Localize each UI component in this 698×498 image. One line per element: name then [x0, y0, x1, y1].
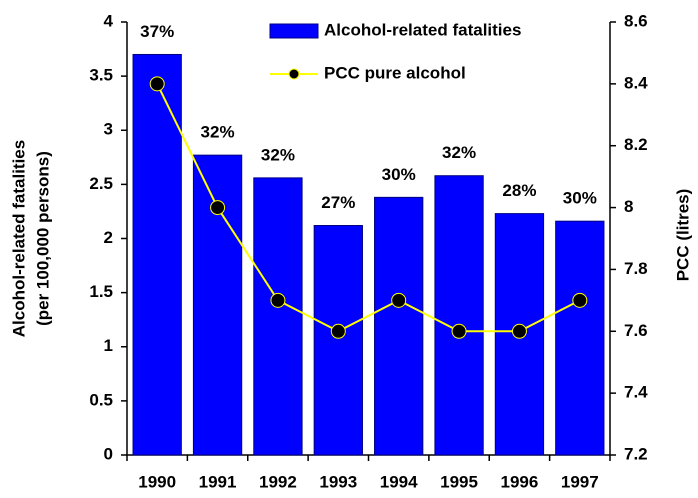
y2-tick-label: 7.8 — [624, 259, 648, 278]
line-marker — [451, 323, 467, 339]
y2-tick-label: 8 — [624, 197, 633, 216]
y-tick-label: 2.5 — [89, 174, 113, 193]
x-tick-label: 1990 — [138, 472, 176, 491]
y-axis-title: Alcohol-related fatalities — [9, 140, 28, 337]
y-tick-label: 2 — [104, 228, 113, 247]
y-tick-label: 0.5 — [89, 390, 113, 409]
bar-annotation: 27% — [321, 193, 355, 212]
bar — [374, 196, 424, 456]
y-tick-label: 1.5 — [89, 282, 113, 301]
bar-annotation: 28% — [502, 181, 536, 200]
line-marker — [149, 76, 165, 92]
bar — [253, 177, 303, 456]
y2-tick-label: 7.4 — [624, 383, 648, 402]
y2-axis-title: PCC (litres) — [673, 189, 692, 282]
y-tick-label: 4 — [104, 11, 114, 30]
y2-tick-label: 7.2 — [624, 444, 648, 463]
bar-annotation: 32% — [442, 143, 476, 162]
legend-label: Alcohol-related fatalities — [324, 20, 521, 39]
line-marker — [330, 323, 346, 339]
x-tick-label: 1994 — [380, 472, 418, 491]
line-marker — [511, 323, 527, 339]
bar — [555, 220, 605, 456]
bar — [132, 53, 182, 456]
x-tick-label: 1991 — [199, 472, 237, 491]
legend-label: PCC pure alcohol — [324, 63, 466, 82]
bar — [434, 175, 484, 456]
line — [156, 83, 581, 333]
bar-annotation: 30% — [563, 189, 597, 208]
x-tick-label: 1993 — [319, 472, 357, 491]
bar-annotation: 37% — [140, 22, 174, 41]
x-tick-label: 1997 — [561, 472, 599, 491]
bar-annotation: 30% — [382, 165, 416, 184]
line-marker — [572, 292, 588, 308]
x-tick-label: 1996 — [501, 472, 539, 491]
bar — [313, 225, 363, 456]
legend-marker — [288, 68, 300, 80]
x-tick-label: 1995 — [440, 472, 478, 491]
y-tick-label: 3 — [104, 120, 113, 139]
line-marker — [210, 200, 226, 216]
x-tick-label: 1992 — [259, 472, 297, 491]
y2-tick-label: 7.6 — [624, 321, 648, 340]
line-marker — [270, 292, 286, 308]
legend-swatch — [269, 23, 319, 39]
y-tick-label: 3.5 — [89, 66, 113, 85]
y2-tick-label: 8.4 — [624, 73, 648, 92]
bar-annotation: 32% — [201, 123, 235, 142]
y-tick-label: 0 — [104, 444, 113, 463]
bar-annotation: 32% — [261, 145, 295, 164]
y2-tick-label: 8.2 — [624, 135, 648, 154]
y-tick-label: 1 — [104, 336, 113, 355]
y-axis-title: (per 100,000 persons) — [33, 151, 52, 326]
line-marker — [391, 292, 407, 308]
y2-tick-label: 8.6 — [624, 11, 648, 30]
